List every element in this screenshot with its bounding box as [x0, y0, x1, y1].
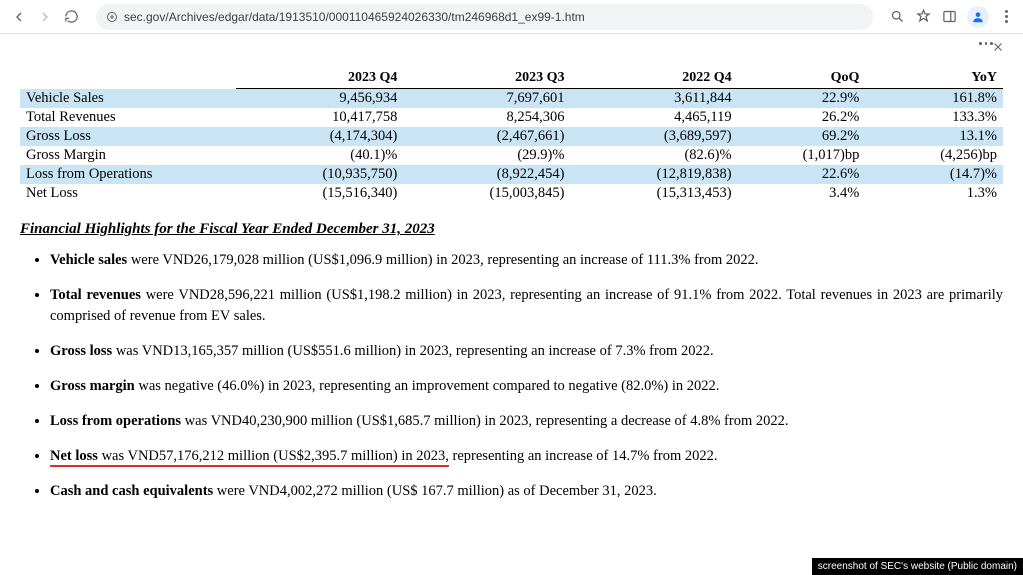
highlight-term: Total revenues [50, 287, 141, 303]
table-row: Gross Margin(40.1)%(29.9)%(82.6)%(1,017)… [20, 146, 1003, 165]
highlight-term: Gross margin [50, 378, 135, 394]
list-item: Total revenues were VND28,596,221 millio… [50, 285, 1003, 327]
attribution-badge: screenshot of SEC's website (Public doma… [812, 558, 1023, 575]
cell: (1,017)bp [738, 146, 866, 165]
table-header: YoY [865, 68, 1003, 89]
back-icon[interactable] [10, 8, 28, 26]
table-row: Loss from Operations(10,935,750)(8,922,4… [20, 165, 1003, 184]
list-item: Net loss was VND57,176,212 million (US$2… [50, 446, 1003, 467]
cell: 22.9% [738, 89, 866, 109]
row-label: Gross Margin [20, 146, 236, 165]
row-label: Loss from Operations [20, 165, 236, 184]
section-title: Financial Highlights for the Fiscal Year… [20, 221, 1003, 238]
highlights-list: Vehicle sales were VND26,179,028 million… [50, 250, 1003, 502]
cell: 9,456,934 [236, 89, 403, 109]
zoom-icon[interactable] [889, 9, 905, 25]
cell: 3,611,844 [570, 89, 737, 109]
cell: 10,417,758 [236, 108, 403, 127]
cell: (15,003,845) [403, 184, 570, 203]
table-header: 2023 Q4 [236, 68, 403, 89]
browser-toolbar: sec.gov/Archives/edgar/data/1913510/0001… [0, 0, 1023, 34]
bookmark-icon[interactable] [915, 9, 931, 25]
cell: 22.6% [738, 165, 866, 184]
cell: 13.1% [865, 127, 1003, 146]
cell: (2,467,661) [403, 127, 570, 146]
cell: (12,819,838) [570, 165, 737, 184]
address-bar[interactable]: sec.gov/Archives/edgar/data/1913510/0001… [96, 4, 873, 30]
list-item: Cash and cash equivalents were VND4,002,… [50, 481, 1003, 502]
cell: 7,697,601 [403, 89, 570, 109]
cell: (15,516,340) [236, 184, 403, 203]
profile-avatar[interactable] [967, 6, 989, 28]
viewer-toolbar [0, 34, 1023, 52]
table-header [20, 68, 236, 89]
cell: 4,465,119 [570, 108, 737, 127]
table-header: QoQ [738, 68, 866, 89]
cell: (29.9)% [403, 146, 570, 165]
underlined-text: Net loss was VND57,176,212 million (US$2… [50, 448, 449, 467]
table-header: 2022 Q4 [570, 68, 737, 89]
table-header-row: 2023 Q4 2023 Q3 2022 Q4 QoQ YoY [20, 68, 1003, 89]
table-row: Net Loss(15,516,340)(15,003,845)(15,313,… [20, 184, 1003, 203]
menu-icon[interactable] [999, 10, 1013, 23]
site-info-icon[interactable] [106, 11, 118, 23]
cell: (82.6)% [570, 146, 737, 165]
row-label: Vehicle Sales [20, 89, 236, 109]
close-icon[interactable] [991, 40, 1007, 56]
cell: 161.8% [865, 89, 1003, 109]
reload-icon[interactable] [62, 8, 80, 26]
cell: (4,256)bp [865, 146, 1003, 165]
panel-icon[interactable] [941, 9, 957, 25]
document-content: 2023 Q4 2023 Q3 2022 Q4 QoQ YoY Vehicle … [0, 52, 1023, 526]
financial-table: 2023 Q4 2023 Q3 2022 Q4 QoQ YoY Vehicle … [20, 68, 1003, 203]
cell: (10,935,750) [236, 165, 403, 184]
forward-icon[interactable] [36, 8, 54, 26]
url-text: sec.gov/Archives/edgar/data/1913510/0001… [124, 10, 585, 24]
list-item: Vehicle sales were VND26,179,028 million… [50, 250, 1003, 271]
row-label: Net Loss [20, 184, 236, 203]
list-item: Gross margin was negative (46.0%) in 202… [50, 376, 1003, 397]
cell: (40.1)% [236, 146, 403, 165]
cell: 3.4% [738, 184, 866, 203]
table-header: 2023 Q3 [403, 68, 570, 89]
cell: (15,313,453) [570, 184, 737, 203]
cell: 8,254,306 [403, 108, 570, 127]
cell: 1.3% [865, 184, 1003, 203]
cell: 69.2% [738, 127, 866, 146]
cell: (3,689,597) [570, 127, 737, 146]
row-label: Gross Loss [20, 127, 236, 146]
toolbar-right [889, 6, 1013, 28]
cell: (8,922,454) [403, 165, 570, 184]
highlight-term: Cash and cash equivalents [50, 483, 213, 499]
highlight-term: Gross loss [50, 343, 112, 359]
cell: (14.7)% [865, 165, 1003, 184]
table-row: Vehicle Sales9,456,9347,697,6013,611,844… [20, 89, 1003, 109]
list-item: Gross loss was VND13,165,357 million (US… [50, 341, 1003, 362]
highlight-term: Loss from operations [50, 413, 181, 429]
cell: 133.3% [865, 108, 1003, 127]
table-row: Total Revenues10,417,7588,254,3064,465,1… [20, 108, 1003, 127]
cell: (4,174,304) [236, 127, 403, 146]
cell: 26.2% [738, 108, 866, 127]
row-label: Total Revenues [20, 108, 236, 127]
table-row: Gross Loss(4,174,304)(2,467,661)(3,689,5… [20, 127, 1003, 146]
highlight-term: Vehicle sales [50, 252, 127, 268]
list-item: Loss from operations was VND40,230,900 m… [50, 411, 1003, 432]
